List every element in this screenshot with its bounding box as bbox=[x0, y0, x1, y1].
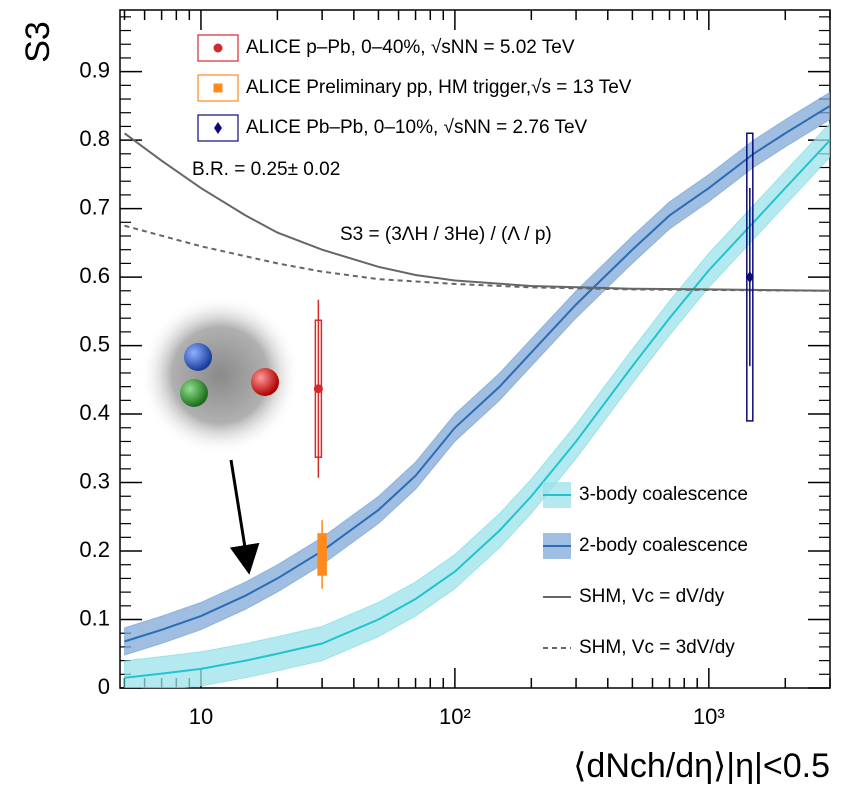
series-layer bbox=[123, 91, 830, 688]
annotation: S3 = (3ΛH / 3He) / (Λ / p) bbox=[340, 224, 552, 245]
plot-frame bbox=[119, 9, 831, 689]
y-tick-label: 0.6 bbox=[79, 263, 110, 288]
y-tick-label: 0.7 bbox=[79, 194, 110, 219]
x-tick-label: 10² bbox=[439, 704, 471, 729]
y-tick-label: 0.5 bbox=[79, 331, 110, 356]
legend-label: 3-body coalescence bbox=[579, 484, 748, 505]
legend-label: ALICE p–Pb, 0–40%, √sNN = 5.02 TeV bbox=[246, 37, 575, 58]
legend-marker bbox=[214, 122, 222, 134]
annotation: B.R. = 0.25± 0.02 bbox=[192, 159, 340, 180]
y-tick-label: 0.4 bbox=[79, 400, 110, 425]
y-tick-label: 0.8 bbox=[79, 126, 110, 151]
legend-label: ALICE Preliminary pp, HM trigger,√s = 13… bbox=[246, 77, 632, 98]
inset-illustration bbox=[140, 295, 300, 575]
uncertainty-band bbox=[124, 122, 830, 688]
x-tick-label: 10³ bbox=[693, 704, 725, 729]
legend-label: 2-body coalescence bbox=[579, 535, 748, 556]
x-axis-label: ⟨dNch/dη⟩|η|<0.5 bbox=[573, 747, 830, 785]
data-point bbox=[317, 549, 327, 559]
data-point bbox=[313, 384, 323, 394]
curve bbox=[124, 224, 830, 292]
y-axis-label: S3 bbox=[19, 21, 57, 63]
y-tick-label: 0.9 bbox=[79, 57, 110, 82]
y-tick-label: 0 bbox=[98, 674, 110, 699]
y-tick-label: 0.2 bbox=[79, 537, 110, 562]
curve bbox=[124, 139, 830, 679]
legend-marker bbox=[213, 83, 223, 93]
legend-label: ALICE Pb–Pb, 0–10%, √sNN = 2.76 TeV bbox=[246, 117, 588, 138]
data-point bbox=[745, 271, 754, 284]
legend-marker bbox=[213, 43, 223, 53]
y-tick-label: 0.3 bbox=[79, 468, 110, 493]
x-tick-label: 10 bbox=[189, 704, 213, 729]
y-tick-label: 0.1 bbox=[79, 605, 110, 630]
legend-label: SHM, Vc = dV/dy bbox=[579, 586, 725, 607]
curve bbox=[124, 105, 830, 643]
legend-label: SHM, Vc = 3dV/dy bbox=[579, 637, 735, 658]
